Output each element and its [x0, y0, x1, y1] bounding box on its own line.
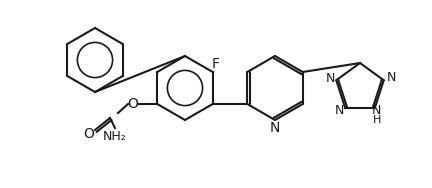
- Text: O: O: [83, 127, 95, 141]
- Text: N: N: [326, 72, 335, 85]
- Text: N: N: [270, 121, 280, 135]
- Text: F: F: [212, 57, 220, 71]
- Text: N: N: [335, 104, 344, 117]
- Text: NH₂: NH₂: [103, 130, 127, 143]
- Text: H: H: [372, 115, 381, 125]
- Text: O: O: [127, 97, 138, 111]
- Text: N: N: [387, 71, 397, 84]
- Text: N: N: [372, 104, 381, 117]
